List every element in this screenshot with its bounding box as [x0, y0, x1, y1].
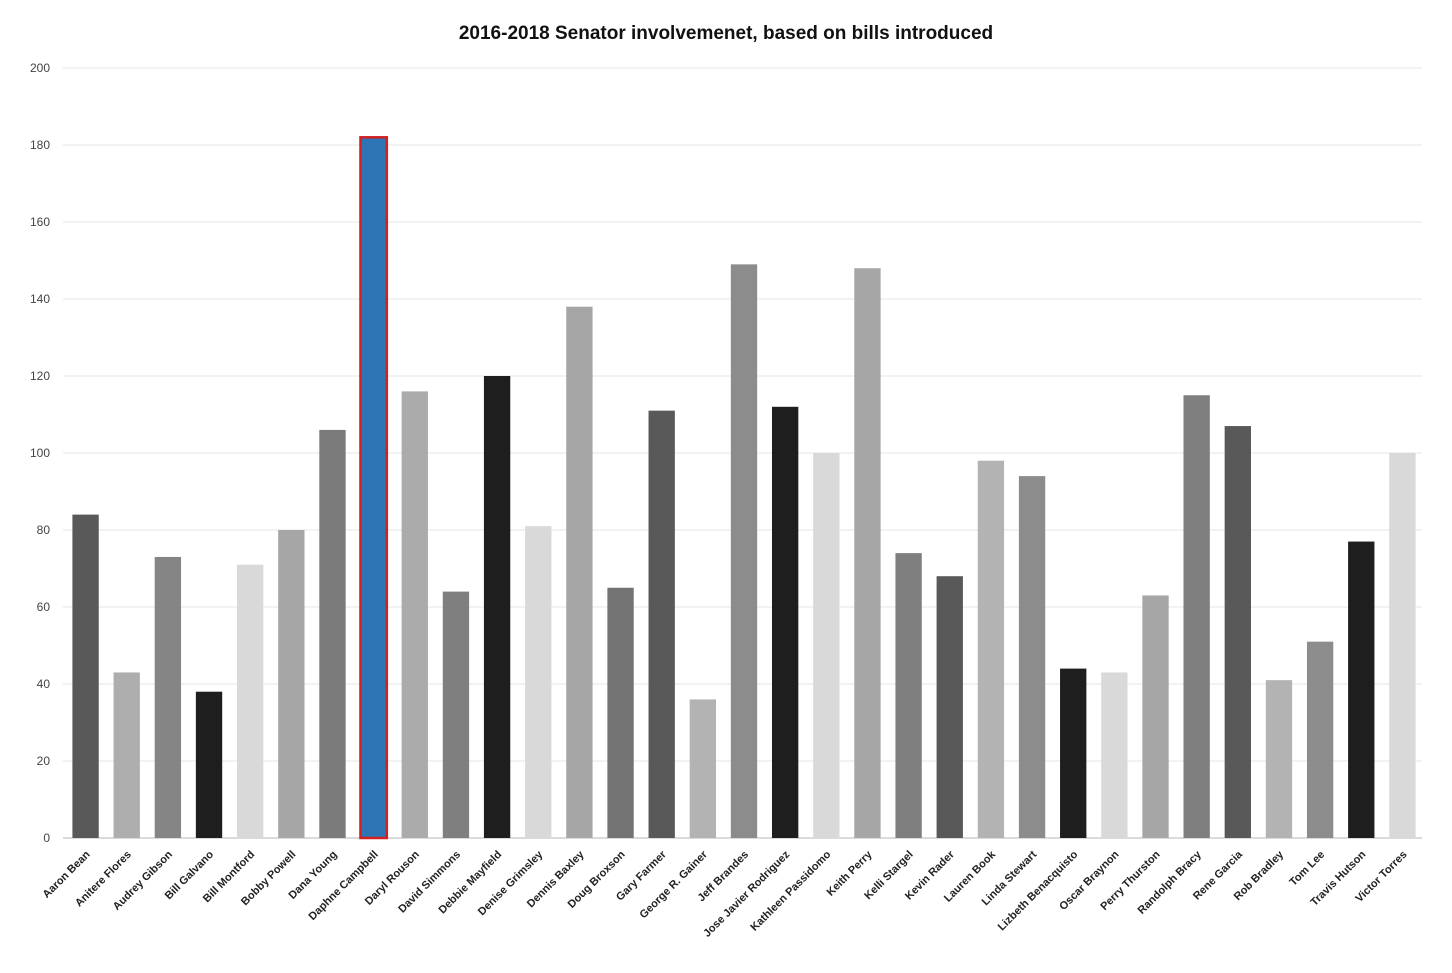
bar-daryl-rouson: [401, 391, 428, 838]
bar-perry-thurston: [1142, 595, 1169, 838]
bar-jeff-brandes: [730, 264, 758, 839]
y-tick-label: 140: [30, 292, 50, 306]
bar-bill-galvano: [195, 691, 223, 838]
y-tick-label: 120: [30, 369, 50, 383]
bar-victor-torres: [1389, 453, 1416, 838]
y-tick-label: 100: [30, 446, 50, 460]
y-tick-label: 180: [30, 138, 50, 152]
y-tick-label: 160: [30, 215, 50, 229]
x-tick-label: Daphne Campbell: [307, 849, 381, 923]
bar-keith-perry: [854, 268, 881, 838]
bar-rob-bradley: [1265, 680, 1293, 838]
bar-audrey-gibson: [154, 556, 182, 838]
y-tick-label: 80: [37, 523, 51, 537]
bar-jose-javier-rodriguez: [771, 406, 799, 838]
x-tick-label: Lizbeth Benacquisto: [996, 848, 1081, 933]
bar-dana-young: [319, 429, 346, 838]
bar-david-simmons: [442, 591, 470, 838]
bar-george-r-gainer: [689, 699, 717, 838]
bar-travis-hutson: [1348, 541, 1375, 838]
y-tick-label: 0: [43, 831, 50, 845]
bar-debbie-mayfield: [483, 376, 511, 838]
bar-kelli-stargel: [895, 553, 922, 838]
bar-doug-broxson: [607, 587, 634, 838]
y-tick-label: 200: [30, 61, 50, 75]
bar-tom-lee: [1306, 641, 1334, 838]
bars-layer: [72, 136, 1416, 840]
chart-title: 2016-2018 Senator involvemenet, based on…: [459, 23, 993, 44]
x-tick-label: Kathleen Passidomo: [748, 848, 833, 933]
x-tick-label: Tom Lee: [1287, 849, 1327, 889]
bar-anitere-flores: [113, 672, 140, 838]
y-tick-label: 40: [37, 677, 51, 691]
bar-kevin-rader: [936, 576, 963, 838]
bar-dennis-baxley: [566, 306, 593, 838]
y-axis: 0 20 40 60 80 100 120 140 160 180 200: [30, 61, 50, 845]
bar-gary-farmer: [648, 410, 675, 838]
bar-daphne-campbell: [359, 136, 389, 840]
bar-linda-stewart: [1018, 476, 1046, 838]
y-tick-label: 60: [37, 600, 51, 614]
y-tick-label: 20: [37, 754, 51, 768]
bar-lizbeth-benacquisto: [1060, 668, 1087, 838]
bar-oscar-braynon: [1101, 672, 1128, 838]
bar-kathleen-passidomo: [813, 453, 840, 838]
bar-bobby-powell: [278, 530, 305, 838]
bar-bill-montford: [237, 564, 264, 838]
bar-randolph-bracy: [1183, 395, 1210, 838]
bar-aaron-bean: [72, 514, 99, 838]
x-tick-label: George R. Gainer: [638, 848, 711, 921]
bar-denise-grimsley: [525, 526, 552, 838]
bar-rene-garcia: [1224, 426, 1251, 838]
bar-lauren-book: [977, 460, 1005, 838]
